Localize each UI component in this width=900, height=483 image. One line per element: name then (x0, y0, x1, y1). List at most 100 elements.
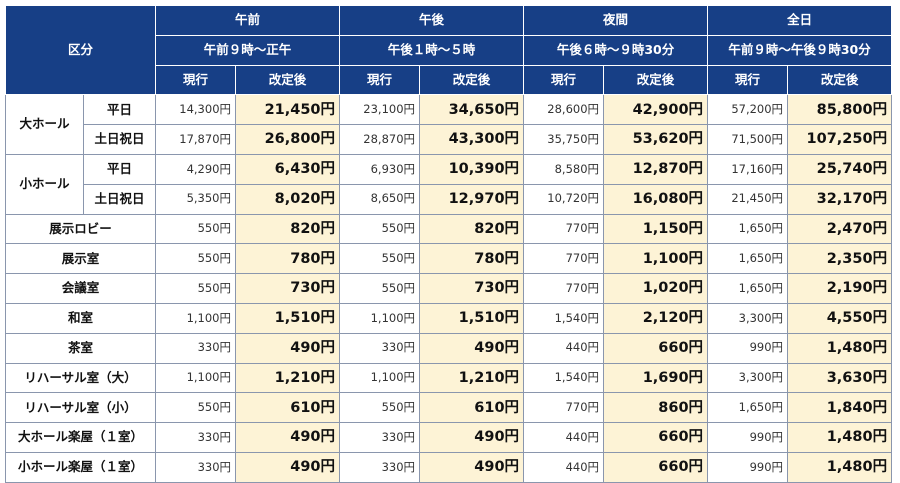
group-label: 大ホール (5, 94, 84, 155)
revised-fee: 1,020円 (603, 273, 709, 304)
current-fee: 770円 (523, 213, 605, 245)
period-name-evening: 夜間 (523, 5, 709, 36)
table-row: 土日祝日 5,350円 8,020円 8,650円 12,970円 10,720円 16,0… (6, 183, 893, 215)
day-type-label: 平日 (82, 94, 157, 126)
revised-fee: 1,480円 (787, 451, 893, 483)
category-header: 区分 (4, 4, 157, 96)
revised-fee: 660円 (603, 332, 709, 364)
table-row: 展示室 550円 780円 550円 780円 770円 1,100円 1,650円 2,350… (4, 243, 893, 275)
current-fee: 990円 (707, 422, 789, 453)
revised-fee: 8,020円 (235, 183, 341, 215)
revised-fee: 43,300円 (419, 124, 525, 155)
current-fee: 1,100円 (339, 362, 421, 394)
current-fee: 440円 (523, 451, 605, 483)
current-fee: 17,870円 (155, 124, 237, 155)
revised-fee: 2,190円 (787, 273, 893, 304)
current-fee: 8,580円 (523, 153, 605, 185)
current-fee: 21,450円 (707, 183, 789, 215)
revised-fee: 820円 (235, 213, 341, 245)
current-fee: 1,650円 (707, 243, 789, 275)
revised-fee: 730円 (419, 273, 525, 304)
current-fee: 6,930円 (339, 153, 421, 185)
period-name-morning: 午前 (155, 5, 341, 36)
revised-fee: 1,480円 (787, 422, 893, 453)
room-label: 大ホール楽屋（１室） (4, 422, 157, 453)
table-row: 土日祝日 17,870円 26,800円 28,870円 43,300円 35,750円 5… (6, 124, 893, 155)
revised-fee: 490円 (419, 332, 525, 364)
current-fee: 10,720円 (523, 183, 605, 215)
fee-table: 区分 午前 午後 夜間 全日 午前９時～正午 午後１時～５時 午後６時～９時30… (4, 4, 893, 483)
revised-fee: 660円 (603, 451, 709, 483)
current-fee: 550円 (339, 213, 421, 245)
current-fee: 550円 (155, 243, 237, 275)
table-row: 小ホール楽屋（１室） 330円 490円 330円 490円 440円 660円 990円 1,… (4, 451, 893, 483)
current-fee: 1,650円 (707, 392, 789, 424)
current-fee: 550円 (339, 273, 421, 304)
period-time-evening: 午後６時～９時30分 (523, 34, 709, 66)
revised-fee: 1,510円 (419, 302, 525, 334)
group-label: 小ホール (5, 153, 84, 215)
current-fee: 23,100円 (339, 94, 421, 126)
revised-header: 改定後 (419, 64, 525, 96)
current-fee: 770円 (523, 243, 605, 275)
revised-fee: 860円 (603, 392, 709, 424)
revised-fee: 2,470円 (787, 213, 893, 245)
current-header: 現行 (707, 64, 789, 96)
period-time-afternoon: 午後１時～５時 (339, 34, 525, 66)
period-time-fullday: 午前９時～午後９時30分 (707, 34, 893, 66)
current-fee: 440円 (523, 422, 605, 453)
room-label: リハーサル室（小） (4, 392, 157, 424)
table-row: 展示ロビー 550円 820円 550円 820円 770円 1,150円 1,650円 2,4… (4, 213, 893, 245)
revised-fee: 490円 (419, 422, 525, 453)
current-fee: 1,540円 (523, 302, 605, 334)
revised-fee: 10,390円 (419, 153, 525, 185)
room-label: 会議室 (4, 273, 157, 304)
table-row: 茶室 330円 490円 330円 490円 440円 660円 990円 1,480円 (4, 332, 893, 364)
revised-fee: 1,210円 (419, 362, 525, 394)
revised-fee: 25,740円 (787, 153, 893, 185)
current-fee: 550円 (155, 273, 237, 304)
current-fee: 71,500円 (707, 124, 789, 155)
current-header: 現行 (523, 64, 605, 96)
current-fee: 14,300円 (155, 94, 237, 126)
revised-fee: 2,350円 (787, 243, 893, 275)
table-row: 会議室 550円 730円 550円 730円 770円 1,020円 1,650円 2,190… (4, 273, 893, 304)
revised-fee: 1,100円 (603, 243, 709, 275)
revised-fee: 490円 (235, 422, 341, 453)
period-name-afternoon: 午後 (339, 5, 525, 36)
revised-fee: 16,080円 (603, 183, 709, 215)
current-fee: 330円 (339, 332, 421, 364)
table-row: 小ホール 平日 4,290円 6,430円 6,930円 10,390円 8,580円 12,… (5, 153, 893, 215)
revised-fee: 12,870円 (603, 153, 709, 185)
room-label: 小ホール楽屋（１室） (4, 451, 157, 483)
current-fee: 1,100円 (155, 362, 237, 394)
current-fee: 550円 (339, 243, 421, 275)
revised-fee: 490円 (419, 451, 525, 483)
table-row: 和室 1,100円 1,510円 1,100円 1,510円 1,540円 2,120円 3,… (4, 302, 893, 334)
current-fee: 770円 (523, 273, 605, 304)
current-fee: 550円 (339, 392, 421, 424)
day-type-label: 土日祝日 (82, 124, 157, 155)
day-type-label: 平日 (82, 153, 157, 185)
current-fee: 990円 (707, 451, 789, 483)
revised-fee: 820円 (419, 213, 525, 245)
revised-fee: 1,480円 (787, 332, 893, 364)
current-header: 現行 (155, 64, 237, 96)
period-name-fullday: 全日 (707, 5, 893, 36)
table-header: 区分 午前 午後 夜間 全日 午前９時～正午 午後１時～５時 午後６時～９時30… (4, 4, 893, 96)
revised-fee: 610円 (235, 392, 341, 424)
revised-header: 改定後 (787, 64, 893, 96)
current-fee: 550円 (155, 392, 237, 424)
revised-fee: 3,630円 (787, 362, 893, 394)
revised-fee: 1,210円 (235, 362, 341, 394)
revised-fee: 85,800円 (787, 94, 893, 126)
revised-fee: 12,970円 (419, 183, 525, 215)
revised-fee: 490円 (235, 451, 341, 483)
table-row: リハーサル室（小） 550円 610円 550円 610円 770円 860円 1,650円 1… (4, 392, 893, 424)
revised-fee: 42,900円 (603, 94, 709, 126)
revised-fee: 610円 (419, 392, 525, 424)
current-fee: 1,650円 (707, 273, 789, 304)
current-fee: 1,650円 (707, 213, 789, 245)
revised-fee: 2,120円 (603, 302, 709, 334)
current-fee: 330円 (339, 422, 421, 453)
